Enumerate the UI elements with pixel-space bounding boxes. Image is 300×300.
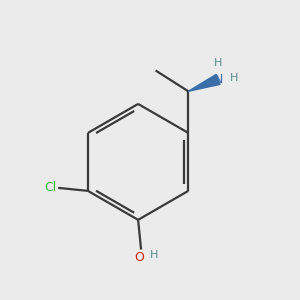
Text: Cl: Cl bbox=[44, 182, 57, 194]
Text: N: N bbox=[213, 73, 223, 86]
Text: H: H bbox=[150, 250, 159, 260]
Text: H: H bbox=[214, 58, 222, 68]
Polygon shape bbox=[188, 74, 220, 91]
Text: H: H bbox=[230, 73, 238, 83]
Text: O: O bbox=[135, 251, 145, 264]
